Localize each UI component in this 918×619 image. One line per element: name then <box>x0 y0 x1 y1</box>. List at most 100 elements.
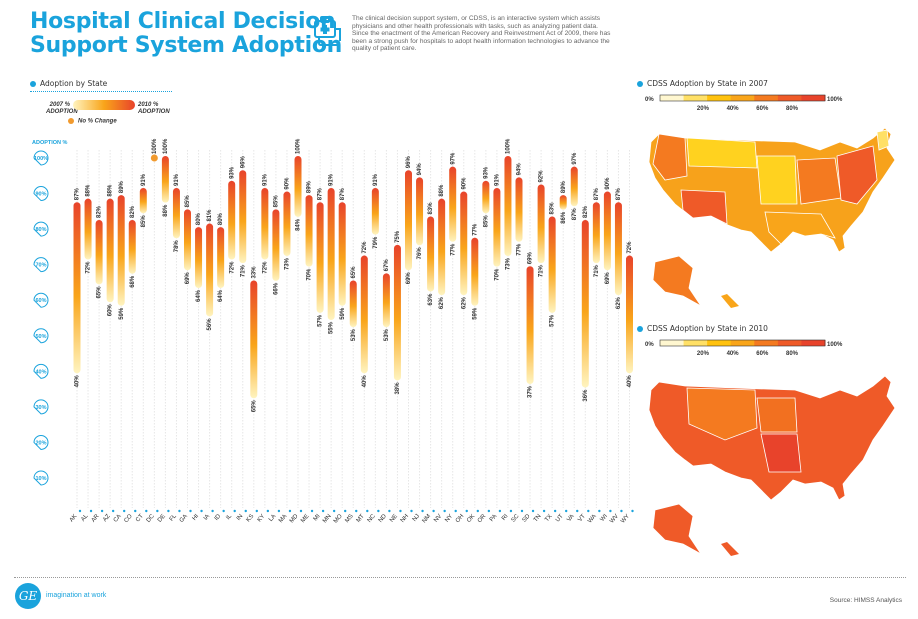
section-label-text: Adoption by State <box>40 79 108 88</box>
label-2010: 87% <box>75 188 81 201</box>
label-2007: 40% <box>627 375 633 388</box>
label-2007: 70% <box>307 268 313 281</box>
category-dot-icon <box>233 509 236 513</box>
category-dot-icon <box>244 509 247 513</box>
category-dot-icon <box>222 509 225 513</box>
label-2010: 87% <box>340 188 346 201</box>
x-category-label: IA <box>203 513 211 521</box>
label-2010: 89% <box>307 180 313 193</box>
bar-ms <box>349 280 357 328</box>
label-2007: 73% <box>506 257 512 270</box>
label-2010: 75% <box>395 230 401 243</box>
bar-nc <box>371 188 379 235</box>
category-dot-icon <box>631 509 634 513</box>
x-category-label: HI <box>192 513 201 522</box>
x-category-label: WY <box>620 513 631 524</box>
label-2007: 60% <box>108 304 114 317</box>
label-2010: 69% <box>528 252 534 265</box>
y-tick-label: 10% <box>35 476 46 482</box>
label-2007: 78% <box>174 240 180 253</box>
alaska-2007 <box>652 255 702 307</box>
category-dot-icon <box>465 509 468 513</box>
x-category-label: TX <box>544 513 554 523</box>
bar-id <box>217 227 225 288</box>
label-2007: 65% <box>97 286 103 299</box>
label-2007: 86% <box>561 211 567 224</box>
x-category-label: SC <box>511 513 521 524</box>
scale-label: 60% <box>756 106 769 112</box>
scale-swatch <box>707 95 732 101</box>
legend-no-change-text: No % Change <box>78 118 117 125</box>
region-south-2010 <box>760 433 802 473</box>
category-dot-icon <box>89 509 93 513</box>
section-label-map-2007: CDSS Adoption by State in 2007 <box>637 79 768 88</box>
category-dot-icon <box>134 509 137 513</box>
section-label-text: CDSS Adoption by State in 2007 <box>647 79 768 88</box>
section-label-text: CDSS Adoption by State in 2010 <box>647 324 768 333</box>
label-2010: 94% <box>517 163 523 176</box>
y-tick-marker-icon <box>33 363 49 379</box>
label-2007: 62% <box>461 296 467 309</box>
label-2010: 77% <box>472 223 478 236</box>
label-2007: 88% <box>163 204 169 217</box>
x-category-label: AK <box>69 513 79 523</box>
region-maine <box>876 129 890 151</box>
label-2007: 59% <box>472 307 478 320</box>
label-2007: 72% <box>86 261 92 274</box>
legend-2010-line2: ADOPTION <box>138 109 170 115</box>
label-2007: 62% <box>616 296 622 309</box>
section-label-map-2010: CDSS Adoption by State in 2010 <box>637 324 768 333</box>
label-2007: 70% <box>494 268 500 281</box>
scale-swatch <box>683 95 708 101</box>
label-2007: 85% <box>483 215 489 228</box>
us-map-2007 <box>648 127 896 308</box>
bar-wa <box>592 202 600 264</box>
x-category-label: AL <box>80 513 90 523</box>
y-tick-marker-icon <box>33 221 49 237</box>
category-dot-icon <box>421 509 424 513</box>
label-2007: 56% <box>207 318 213 331</box>
x-category-label: MN <box>322 513 333 524</box>
footer-divider <box>14 577 906 578</box>
legend-2010-line1: 2010 % <box>138 102 159 108</box>
category-dot-icon <box>332 509 336 513</box>
x-category-label: SD <box>522 513 532 524</box>
category-dot-icon <box>587 509 590 513</box>
bar-mi <box>316 202 324 313</box>
x-category-label: OH <box>455 513 465 524</box>
x-category-label: VT <box>577 513 587 523</box>
label-2010: 88% <box>108 184 114 197</box>
x-category-label: MT <box>356 513 366 524</box>
y-tick-label: 80% <box>35 227 46 233</box>
category-dot-icon <box>266 509 270 513</box>
category-dot-icon <box>156 509 159 513</box>
bar-nj <box>416 177 424 246</box>
category-dot-icon <box>200 509 203 513</box>
bar-il <box>228 180 236 260</box>
label-2007: 64% <box>196 289 202 302</box>
bar-wy <box>626 255 633 374</box>
hawaii-2007 <box>721 294 739 308</box>
y-tick-label: 40% <box>35 369 46 375</box>
label-2010: 91% <box>494 173 500 186</box>
x-category-label: NH <box>400 513 410 523</box>
category-dot-icon <box>609 509 612 513</box>
category-dot-icon <box>344 509 347 513</box>
category-dot-icon <box>432 509 435 513</box>
region-south <box>764 211 836 245</box>
label-2010: 87% <box>318 188 324 201</box>
x-category-label: TN <box>533 513 543 523</box>
x-category-label: CA <box>113 513 123 523</box>
x-category-label: DC <box>146 513 157 524</box>
category-dot-icon <box>487 509 491 513</box>
section-divider <box>30 91 172 92</box>
category-dot-icon <box>410 509 413 513</box>
y-tick-label: 20% <box>35 440 46 446</box>
us-map-2010 <box>648 375 896 556</box>
label-2007: 36% <box>583 389 589 402</box>
label-2010: 33% <box>251 266 257 279</box>
x-category-label: MD <box>289 513 300 525</box>
bar-la <box>272 209 280 281</box>
x-category-label: WA <box>587 513 598 524</box>
bar-ar <box>95 220 103 285</box>
